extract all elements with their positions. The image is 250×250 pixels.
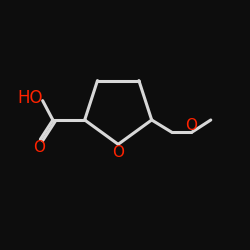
Text: HO: HO bbox=[18, 90, 43, 108]
Text: O: O bbox=[33, 140, 45, 155]
Text: O: O bbox=[112, 145, 124, 160]
Text: O: O bbox=[186, 118, 198, 133]
